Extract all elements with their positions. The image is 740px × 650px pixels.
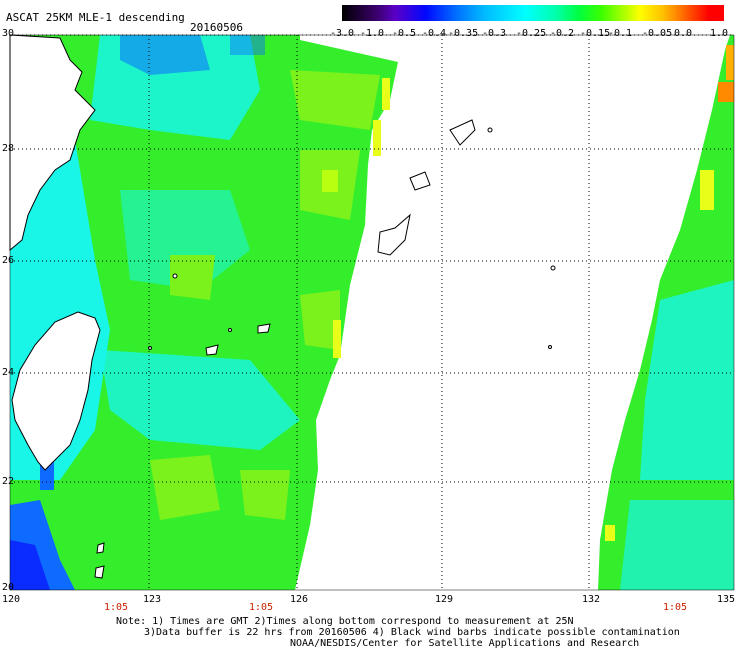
lat-label-22: 22	[2, 476, 15, 487]
colorbar-labels: -3.0 -1.0 -0.5 -0.4 -0.35 -0.3 -0.25 -0.2 -0.15-…	[330, 28, 730, 40]
colorbar-tick-label: -0.5	[392, 28, 417, 39]
lon-label-132: 132	[582, 594, 601, 605]
chart-date: 20160506	[190, 21, 243, 34]
colorbar-tick-label: -0.4	[422, 28, 447, 39]
colorbar-tick-label: 0.0	[674, 28, 693, 39]
time-label-2: 1:05	[249, 602, 274, 613]
lon-label-129: 129	[435, 594, 454, 605]
chart-title: ASCAT 25KM MLE-1 descending	[6, 11, 185, 24]
lon-label-126: 126	[290, 594, 309, 605]
colorbar-tick-label: -0.1	[608, 28, 633, 39]
colorbar-tick-label: -1.0	[360, 28, 385, 39]
note-line-2: 3)Data buffer is 22 hrs from 20160506 4)…	[144, 627, 680, 638]
lat-label-24: 24	[2, 367, 15, 378]
colorbar-tick-label: -0.25	[516, 28, 547, 39]
lon-label-123: 123	[143, 594, 162, 605]
islands	[94, 119, 556, 579]
lat-label-30: 30	[2, 28, 15, 39]
right-swath	[598, 35, 734, 590]
colorbar-tick-label: -0.15	[580, 28, 611, 39]
colorbar-tick-label: -0.2	[550, 28, 575, 39]
colorbar-tick-label: 1.0	[710, 28, 729, 39]
colorbar-tick-label: -3.0	[330, 28, 355, 39]
lat-label-28: 28	[2, 143, 15, 154]
colorbar	[342, 5, 724, 21]
lon-label-135: 135	[717, 594, 736, 605]
colorbar-tick-label: -0.35	[448, 28, 479, 39]
lat-label-20: 20	[2, 582, 15, 593]
time-label-3: 1:05	[663, 602, 688, 613]
china-coastline	[9, 34, 96, 252]
taiwan-coastline	[11, 311, 101, 471]
note-line-1: Note: 1) Times are GMT 2)Times along bot…	[116, 616, 574, 627]
lat-label-26: 26	[2, 255, 15, 266]
colorbar-tick-label: -0.05	[642, 28, 673, 39]
lon-label-120: 120	[2, 594, 21, 605]
note-line-3: NOAA/NESDIS/Center for Satellite Applica…	[290, 638, 640, 649]
colorbar-tick-label: -0.3	[482, 28, 507, 39]
time-label-1: 1:05	[104, 602, 129, 613]
